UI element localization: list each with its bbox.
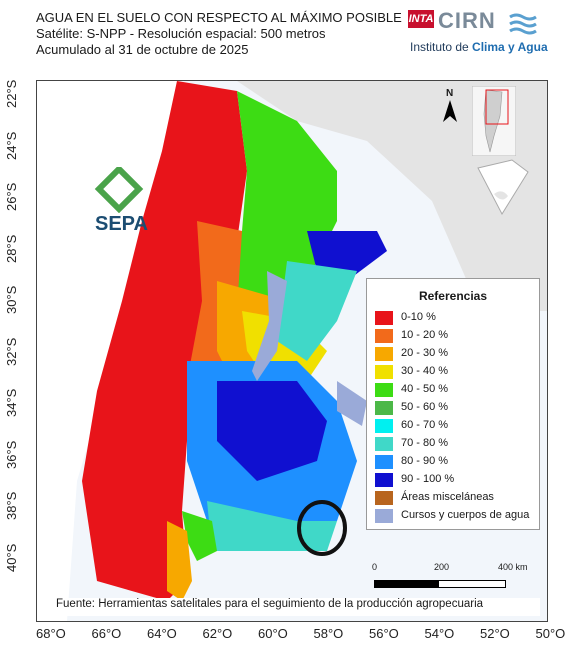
longitude-tick-label: 64°O (147, 626, 177, 641)
institute-name: Instituto de Clima y Agua (410, 40, 548, 54)
source-note: Fuente: Herramientas satelitales para el… (56, 598, 540, 616)
latitude-tick-label: 30°S (4, 285, 19, 314)
sepa-leaf-icon (94, 164, 144, 214)
longitude-tick-label: 66°O (91, 626, 122, 641)
scale-label-0: 0 (372, 562, 378, 572)
inta-logo-text: INTA (408, 10, 434, 28)
cirn-logo: INTA CIRN Instituto de Clima y Agua (408, 8, 568, 56)
region-deepblue-pampas (217, 381, 327, 481)
region-red (82, 81, 247, 601)
legend-label: 20 - 30 % (401, 347, 449, 359)
cirn-logo-text: CIRN (438, 8, 496, 33)
sepa-logo: SEPA (89, 164, 149, 237)
legend-swatch (375, 347, 393, 361)
scale-label-400: 400 km (498, 562, 528, 572)
map-title: AGUA EN EL SUELO CON RESPECTO AL MÁXIMO … (36, 10, 402, 25)
latitude-tick-label: 38°S (4, 491, 19, 520)
longitude-tick-label: 54°O (424, 626, 455, 641)
latitude-tick-label: 22°S (4, 79, 19, 108)
longitude-tick-label: 62°O (202, 626, 233, 641)
waves-icon (509, 13, 537, 35)
latitude-tick-label: 26°S (4, 182, 19, 211)
legend-swatch (375, 473, 393, 487)
longitude-tick-label: 58°O (313, 626, 344, 641)
longitude-tick-label: 56°O (369, 626, 399, 641)
legend-label: 90 - 100 % (401, 473, 455, 485)
longitude-tick-label: 68°O (36, 626, 66, 641)
latitude-tick-label: 32°S (4, 337, 19, 366)
soil-water-map (37, 81, 547, 621)
scale-segment-2 (438, 580, 506, 588)
latitude-tick-label: 24°S (4, 131, 19, 160)
map-subtitle-date: Acumulado al 31 de octubre de 2025 (36, 42, 249, 57)
latitude-tick-label: 34°S (4, 388, 19, 417)
legend-label: 70 - 80 % (401, 437, 449, 449)
north-arrow: N (440, 88, 460, 124)
latitude-tick-label: 36°S (4, 440, 19, 469)
region-cyan-south (207, 501, 337, 551)
region-cyan-east (277, 261, 357, 361)
water-rio-plata (337, 381, 367, 426)
inset-map-argentina (472, 86, 516, 156)
legend-swatch (375, 383, 393, 397)
legend-swatch (375, 365, 393, 379)
legend-label: 60 - 70 % (401, 419, 449, 431)
legend-label: 80 - 90 % (401, 455, 449, 467)
legend-swatch (375, 437, 393, 451)
legend-swatch (375, 509, 393, 523)
region-green-south (182, 511, 217, 561)
north-arrow-icon (443, 100, 457, 122)
north-label: N (446, 88, 454, 99)
map-subtitle-satellite: Satélite: S-NPP - Resolución espacial: 5… (36, 26, 326, 41)
institute-prefix: Instituto de (410, 40, 473, 54)
longitude-tick-label: 50°O (535, 626, 566, 641)
legend-label: 50 - 60 % (401, 401, 449, 413)
inset-map-antarctica (477, 159, 529, 216)
annotation-circle (297, 500, 347, 556)
longitude-tick-label: 52°O (480, 626, 510, 641)
legend-swatch (375, 311, 393, 325)
legend-label: 10 - 20 % (401, 329, 449, 341)
sepa-logo-text: SEPA (95, 213, 148, 235)
neighbour-land (37, 81, 547, 311)
scale-segment-1 (374, 580, 440, 588)
water-parana (252, 271, 287, 381)
legend-label: 30 - 40 % (401, 365, 449, 377)
legend-swatch (375, 455, 393, 469)
region-orange-south (167, 521, 192, 601)
legend-label: Cursos y cuerpos de agua (401, 509, 530, 521)
latitude-tick-label: 40°S (4, 543, 19, 572)
legend-swatch (375, 329, 393, 343)
latitude-tick-label: 28°S (4, 234, 19, 263)
longitude-tick-label: 60°O (258, 626, 288, 641)
scale-label-200: 200 (434, 562, 450, 572)
western-land (37, 81, 177, 621)
legend-swatch (375, 419, 393, 433)
legend-swatch (375, 401, 393, 415)
legend-swatch (375, 491, 393, 505)
legend-title: Referencias (418, 289, 488, 303)
legend: Referencias 0-10 % 10 - 20 % 20 - 30 % 30 -… (366, 278, 540, 530)
legend-label: 40 - 50 % (401, 383, 449, 395)
legend-label: 0-10 % (401, 311, 436, 323)
institute-highlight: Clima y Agua (472, 40, 548, 54)
legend-label: Áreas misceláneas (401, 491, 494, 503)
scale-bar: 0 200 400 km (372, 562, 532, 592)
